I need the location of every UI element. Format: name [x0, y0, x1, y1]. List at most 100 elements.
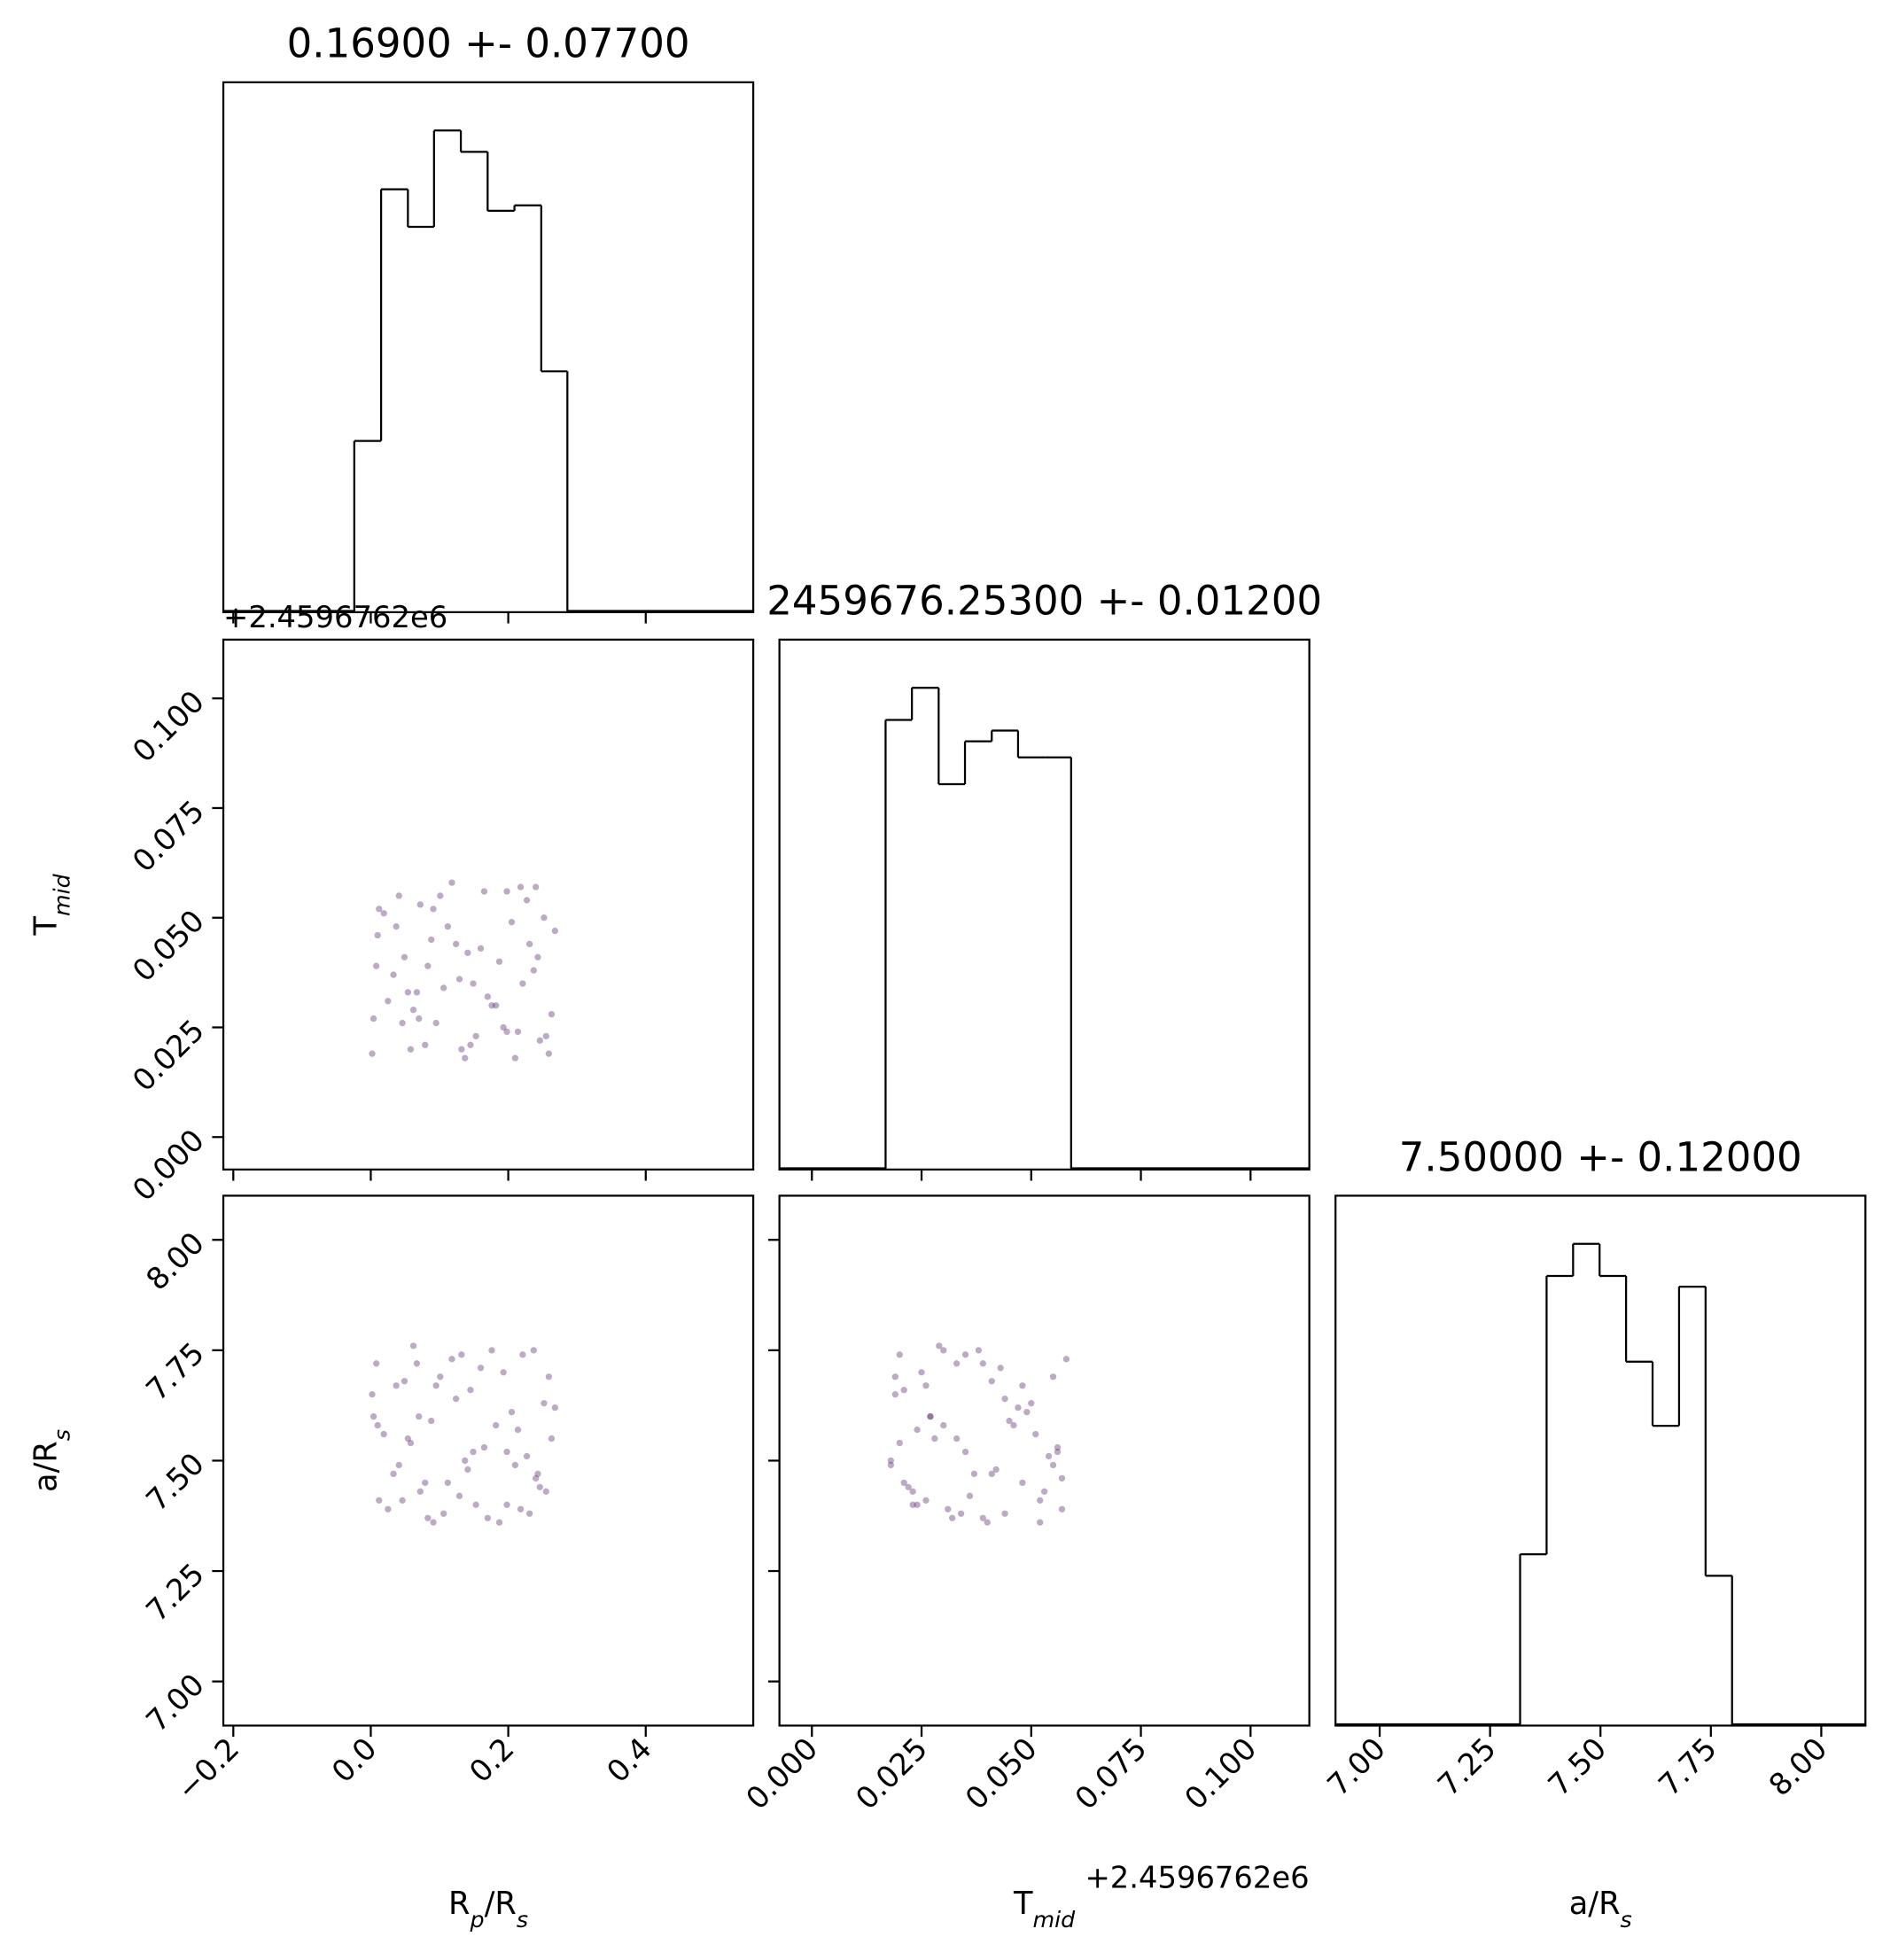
sample-point	[1019, 1479, 1026, 1487]
sample-point	[896, 1351, 903, 1358]
offset-label: +2.4596762e6	[1085, 1860, 1310, 1894]
sample-point	[918, 1369, 925, 1376]
label-part: mid	[48, 873, 74, 916]
sample-point	[467, 1041, 474, 1048]
sample-point	[931, 1435, 938, 1443]
sample-point	[517, 1505, 525, 1513]
sample-point	[1037, 1497, 1044, 1504]
x-tick-label: −0.2	[170, 1731, 246, 1808]
sample-point	[492, 1002, 500, 1009]
offset-label: +2.4596762e6	[223, 600, 447, 634]
sample-point	[1045, 1452, 1053, 1460]
sample-point	[532, 1474, 540, 1482]
y-axis-label: a/Rs	[27, 1429, 74, 1492]
sample-point	[1062, 1356, 1070, 1363]
sample-point	[523, 1452, 531, 1460]
sample-point	[1037, 1519, 1044, 1526]
x-tick-label: 7.25	[1431, 1731, 1503, 1803]
sample-point	[488, 1347, 495, 1354]
sample-point	[530, 1347, 537, 1354]
sample-point	[914, 1426, 921, 1434]
sample-point	[462, 1457, 469, 1465]
y-tick-label: 7.25	[139, 1557, 211, 1629]
sample-point	[401, 1378, 408, 1385]
sample-point	[975, 1347, 983, 1354]
sample-point	[369, 1412, 377, 1420]
sample-point	[1001, 1510, 1008, 1517]
sample-point	[511, 1054, 519, 1062]
sample-point	[909, 1501, 916, 1508]
sample-point	[887, 1461, 895, 1469]
sample-point	[488, 1002, 495, 1009]
sample-point	[1049, 1373, 1057, 1381]
sample-point	[905, 1483, 912, 1491]
sample-point	[380, 910, 387, 917]
label-part: a/R	[1569, 1886, 1621, 1922]
sample-point	[514, 1426, 522, 1434]
sample-point	[467, 1387, 474, 1394]
x-tick-label: 0.4	[600, 1731, 658, 1790]
sample-point	[484, 1514, 491, 1521]
label-part: a/R	[27, 1441, 64, 1492]
sample-point	[927, 1412, 934, 1420]
sample-point	[376, 1497, 383, 1504]
sample-point	[953, 1360, 961, 1367]
sample-point	[416, 901, 424, 908]
x-tick-label: 7.75	[1652, 1731, 1723, 1803]
sample-point	[970, 1470, 978, 1478]
sample-point	[385, 1505, 392, 1513]
x-axis-label: a/Rs	[1569, 1886, 1632, 1933]
label-part: R	[448, 1886, 470, 1922]
sample-point	[369, 1050, 376, 1057]
sample-point	[517, 883, 525, 891]
sample-point	[407, 1046, 415, 1053]
sample-point	[422, 1479, 429, 1487]
sample-point	[511, 1461, 519, 1469]
sample-point	[1054, 1448, 1062, 1456]
sample-point	[984, 1519, 991, 1526]
sample-point	[887, 1457, 895, 1465]
panel-title: 2459676.25300 +- 0.01200	[766, 578, 1322, 625]
sample-point	[508, 1408, 516, 1416]
sample-point	[961, 1448, 969, 1456]
sample-point	[416, 1412, 423, 1420]
sample-point	[1028, 1400, 1035, 1407]
sample-point	[395, 892, 402, 899]
y-tick-label: 7.00	[139, 1667, 211, 1738]
sample-point	[542, 1032, 549, 1040]
sample-point	[372, 1360, 380, 1367]
sample-point	[452, 940, 460, 948]
sample-point	[369, 1015, 377, 1023]
panel-frame	[222, 1194, 755, 1727]
sample-point	[374, 1421, 381, 1429]
sample-point	[508, 919, 516, 926]
sample-point	[399, 1019, 406, 1027]
sample-point	[401, 953, 408, 961]
sample-point	[891, 1373, 898, 1381]
sample-point	[390, 1470, 397, 1478]
y-tick-label: 0.100	[126, 684, 211, 769]
sample-point	[900, 1479, 907, 1487]
sample-point	[1006, 1417, 1013, 1425]
sample-point	[455, 1492, 463, 1499]
sample-point	[424, 962, 432, 969]
sample-point	[940, 1421, 947, 1429]
sample-point	[503, 1501, 510, 1508]
sample-point	[430, 906, 437, 913]
sample-point	[988, 1470, 995, 1478]
sample-point	[393, 922, 400, 930]
sample-point	[503, 1448, 510, 1456]
sample-point	[1019, 1382, 1026, 1389]
sample-point	[891, 1391, 898, 1398]
sample-point	[1054, 1443, 1062, 1451]
sample-point	[541, 1400, 548, 1407]
sample-point	[530, 967, 537, 974]
x-axis-label: Rp/Rs	[448, 1886, 528, 1933]
sample-point	[422, 1041, 429, 1048]
panel-title: 0.16900 +- 0.07700	[287, 20, 690, 67]
sample-point	[404, 1435, 412, 1443]
y-tick-label: 0.025	[126, 1013, 211, 1098]
sample-point	[936, 1342, 943, 1349]
sample-point	[455, 976, 463, 983]
